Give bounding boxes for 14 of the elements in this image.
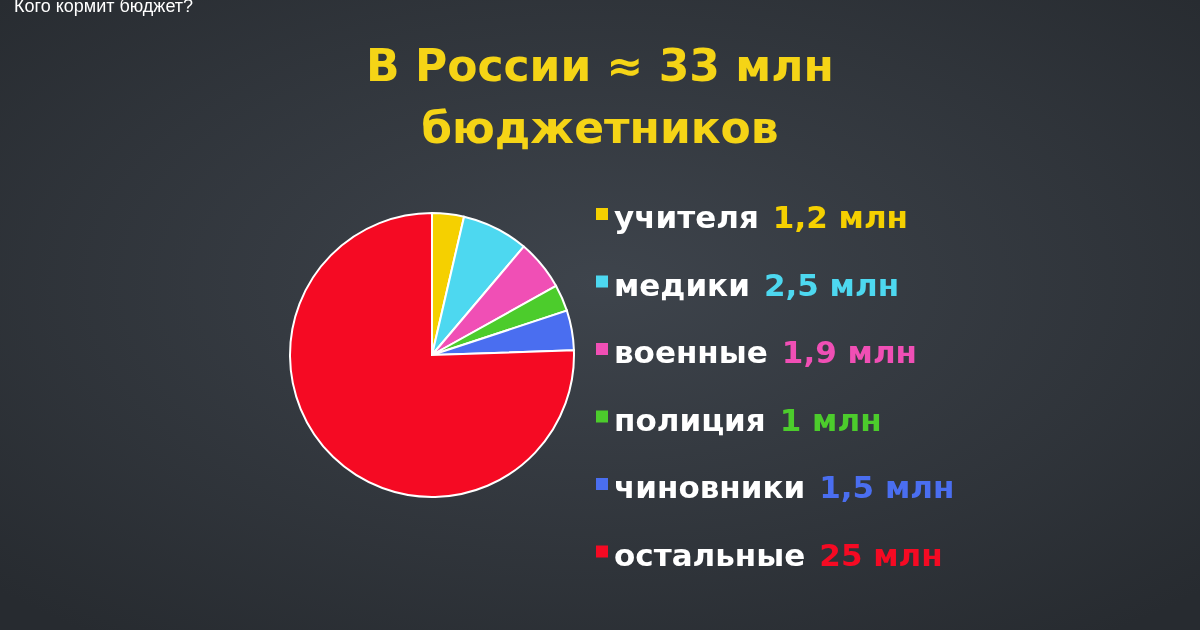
chart-title: В России ≈ 33 млн бюджетников [365, 39, 835, 155]
data-label: 1 млн [779, 401, 882, 438]
data-label: 25 млн [819, 536, 943, 573]
data-label: 1,5 млн [819, 469, 955, 505]
slice-label: остальные [614, 536, 806, 573]
legend-label: военные [614, 334, 768, 370]
data-label: 1,9 млн [781, 334, 918, 370]
legend-label: полиция [614, 401, 766, 438]
pie-slice [289, 212, 575, 498]
legend-label: чиновники [614, 469, 806, 505]
legend-label: медики [614, 266, 750, 303]
legend-label: учителя [614, 199, 759, 235]
data-label: 1,2 млн [772, 199, 908, 235]
data-label: 2,5 млн [763, 266, 900, 303]
